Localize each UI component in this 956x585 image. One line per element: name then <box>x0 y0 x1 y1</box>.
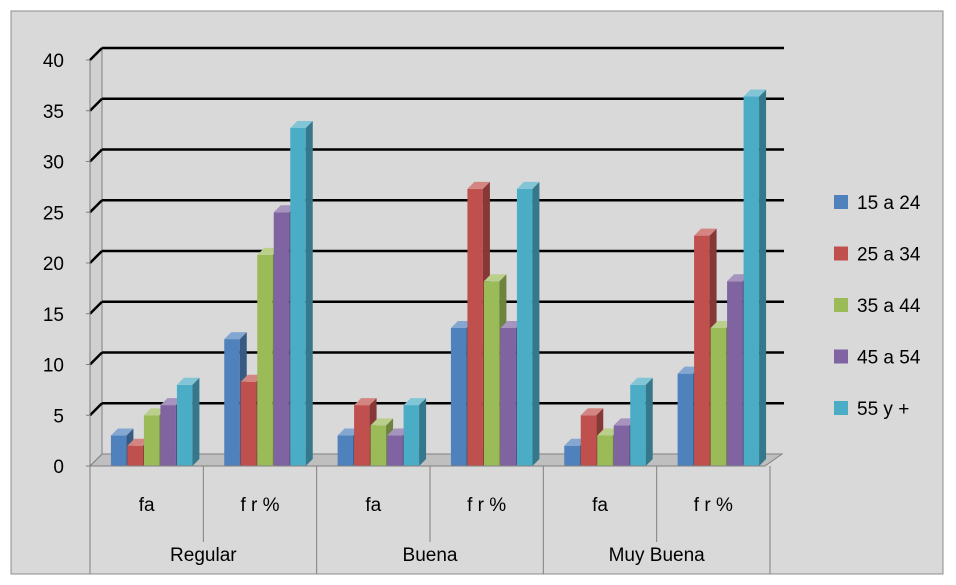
legend-swatch <box>834 246 848 261</box>
bar-top <box>110 428 134 436</box>
bar-top <box>354 398 377 406</box>
bar-top <box>743 89 767 97</box>
bar-front <box>273 212 290 466</box>
legend-label: 25 a 34 <box>857 245 921 266</box>
legend-swatch <box>834 349 848 364</box>
gridline <box>89 250 103 264</box>
y-tick-label: 20 <box>43 254 64 275</box>
bar-side <box>419 398 427 466</box>
bar-top <box>483 274 507 282</box>
bar-side <box>645 377 653 466</box>
group-label: Buena <box>403 545 458 566</box>
bar-front <box>290 128 306 466</box>
bar-front <box>694 235 710 466</box>
bar-top <box>630 377 653 385</box>
y-tick-label: 0 <box>53 457 64 478</box>
legend-label: 55 y + <box>857 399 909 420</box>
y-tick-label: 5 <box>53 406 64 427</box>
bar-side <box>759 89 767 466</box>
bar-top <box>370 418 394 426</box>
bar-top <box>403 398 427 406</box>
bar-front <box>564 445 580 466</box>
bar-front <box>370 425 387 466</box>
bar <box>176 377 200 466</box>
gridline <box>89 351 103 366</box>
group-label: Muy Buena <box>609 545 706 566</box>
bar <box>403 398 427 466</box>
gridline <box>89 97 103 112</box>
bar-front <box>224 339 240 466</box>
y-tick-label: 40 <box>43 51 64 72</box>
bar-front <box>743 96 760 466</box>
x-tick-label: f r % <box>240 495 279 516</box>
bar <box>290 121 313 466</box>
legend-entry: 35 a 44 <box>834 296 921 317</box>
legend-swatch <box>834 401 848 415</box>
legend-swatch <box>834 298 848 312</box>
x-tick-label: fa <box>592 495 608 516</box>
legend-entry: 15 a 24 <box>834 193 921 214</box>
bar-front <box>143 415 160 466</box>
x-tick-label: fa <box>139 495 155 516</box>
bar-front <box>580 415 597 466</box>
bar-front <box>597 435 613 466</box>
bar-front <box>337 435 354 466</box>
group-label: Regular <box>170 545 237 566</box>
x-tick-label: f r % <box>694 495 733 516</box>
bar-front <box>516 188 533 466</box>
y-tick-label: 35 <box>43 102 64 123</box>
gridline <box>89 199 103 214</box>
gridline <box>89 402 103 417</box>
bar-front <box>613 425 630 466</box>
y-tick-label: 30 <box>43 153 64 174</box>
bar-front <box>500 327 516 466</box>
legend-entry: 55 y + <box>834 399 909 420</box>
bar-front <box>176 384 193 466</box>
bar-front <box>110 435 127 466</box>
bar-front <box>727 281 743 466</box>
bar <box>743 89 767 466</box>
bar-front <box>240 381 257 466</box>
bar-front <box>450 327 467 466</box>
bar-side <box>305 121 313 466</box>
bar-top <box>516 181 540 189</box>
legend-label: 15 a 24 <box>857 193 921 214</box>
bar-top <box>290 121 313 129</box>
bar-front <box>483 281 500 466</box>
x-tick-label: f r % <box>467 495 506 516</box>
y-tick-label: 15 <box>43 305 64 326</box>
y-tick-label: 10 <box>43 356 64 377</box>
bar-top <box>467 181 490 189</box>
gridline <box>89 148 103 163</box>
bar-front <box>403 405 420 466</box>
legend-label: 45 a 54 <box>857 348 921 369</box>
bar-side <box>532 181 540 466</box>
bar-top <box>694 228 717 236</box>
y-tick-label: 25 <box>43 203 64 224</box>
bar-top <box>176 377 200 385</box>
bar-side <box>192 377 200 466</box>
x-tick-label: fa <box>365 495 381 516</box>
bar <box>516 181 540 466</box>
bar-front <box>127 445 143 466</box>
bar-front <box>710 327 727 466</box>
legend-label: 35 a 44 <box>857 296 921 317</box>
legend-entry: 45 a 54 <box>834 348 921 369</box>
bar-front <box>257 254 273 466</box>
bar-top <box>580 408 604 416</box>
bar-front <box>354 405 370 466</box>
bar-front <box>387 435 403 466</box>
bar-front <box>160 405 176 466</box>
bar-front <box>630 384 646 466</box>
bar-front <box>467 188 483 466</box>
legend-swatch <box>834 195 848 209</box>
bar-front <box>677 373 694 466</box>
legend-entry: 25 a 34 <box>834 245 921 266</box>
bar <box>630 377 653 466</box>
gridline <box>89 300 103 315</box>
gridline <box>89 47 103 61</box>
bar-top <box>224 332 247 340</box>
